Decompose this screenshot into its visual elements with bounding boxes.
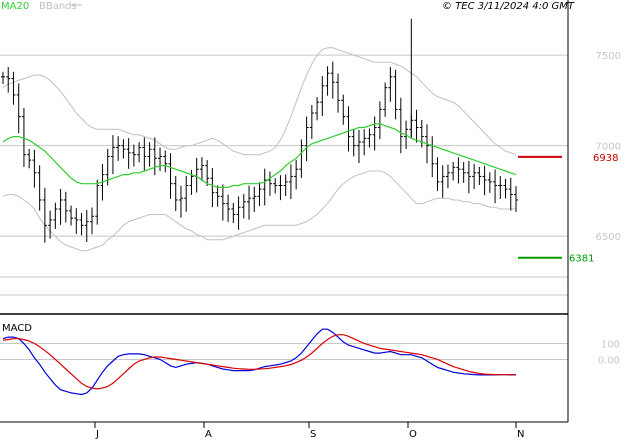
macd-line [2,328,516,396]
copyright-info: © TEC 3/11/2024 4:0 GMT [442,1,575,12]
macd-y-tick-label: 100 [601,340,620,351]
support-label: 6381 [569,254,594,265]
price-y-tick-label: 7000 [596,142,621,153]
bband-upper-line [2,47,517,156]
ohlc-bars [1,18,518,243]
macd-gridlines [0,343,568,360]
legend-bbands: BBands [39,1,77,12]
x-tick-label: J [95,429,99,440]
legend-ma20: MA20 [1,1,29,12]
macd-signal-line [2,334,516,390]
price-panel [0,0,568,313]
macd-title: MACD [2,323,32,334]
x-tick-label: S [310,429,316,440]
bband-lower-line [2,170,516,252]
price-y-tick-label: 6500 [596,232,621,243]
macd-y-ticks: 100 0.00 [598,340,620,367]
price-y-tick-label: 7500 [596,51,621,62]
macd-y-tick-label: 0.00 [598,355,620,366]
price-y-ticks: 7500 7000 6500 [596,51,621,243]
macd-panel [0,318,568,422]
resistance-label: 6938 [593,153,618,164]
x-tick-label: A [205,429,212,440]
x-tick-label: O [409,429,417,440]
x-tick-label: N [517,429,524,440]
ma20-line [2,123,517,188]
price-gridlines [0,54,568,296]
